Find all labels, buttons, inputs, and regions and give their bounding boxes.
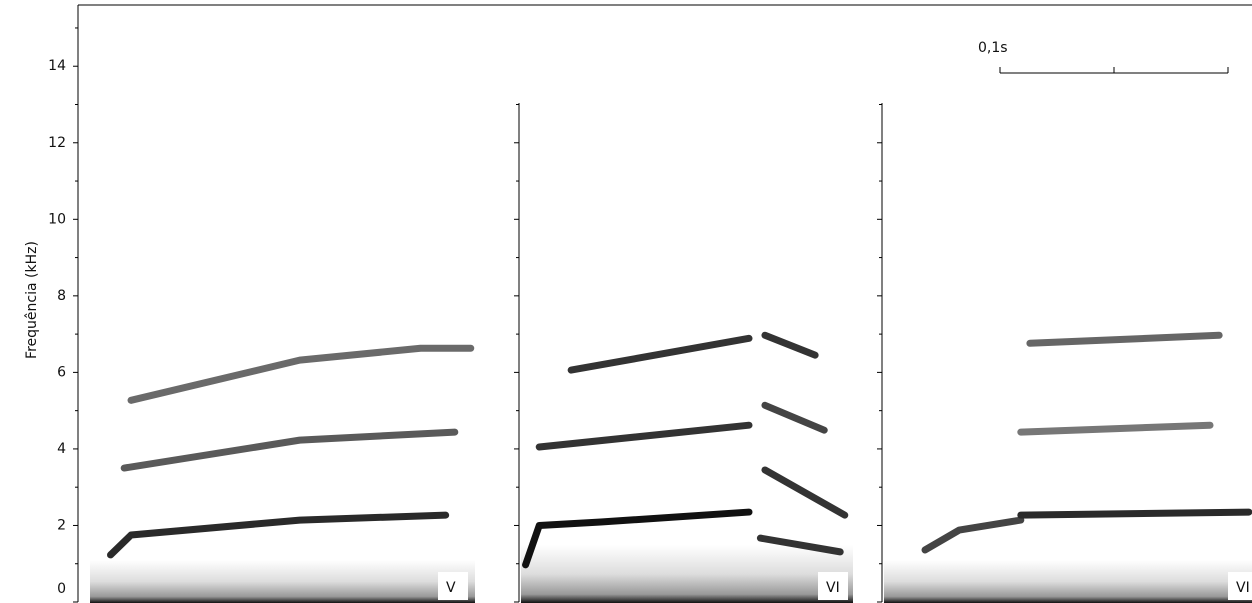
y-tick-label: 14 (48, 58, 66, 74)
harmonic (127, 344, 475, 404)
harmonic (921, 516, 1025, 554)
panel-label-box (818, 572, 848, 600)
harmonic (1017, 508, 1252, 519)
harmonic (120, 428, 459, 472)
panel-label: V (446, 580, 456, 596)
noise (884, 560, 1252, 603)
y-tick-label: 4 (57, 441, 66, 457)
y-tick-label: 8 (57, 288, 66, 304)
scale-bar-label: 0,1s (978, 40, 1008, 56)
noise (90, 560, 475, 603)
harmonic (522, 508, 753, 569)
y-tick-label: 6 (57, 364, 66, 380)
y-tick-label: 12 (48, 135, 66, 151)
y-tick-label: 10 (48, 211, 66, 227)
harmonic (107, 511, 450, 559)
y-tick-label: 2 (57, 517, 66, 533)
panel-label: VI (1236, 580, 1250, 596)
harmonic (567, 334, 753, 374)
y-tick-label: 0 (57, 581, 66, 597)
harmonic (761, 331, 819, 359)
y-axis-label: Frequência (kHz) (24, 241, 40, 359)
harmonic (761, 401, 828, 434)
panel-label-box (1228, 572, 1252, 600)
noise (521, 545, 853, 603)
panel-label-box (438, 572, 468, 600)
panel-label: VI (826, 580, 840, 596)
harmonic (1017, 421, 1214, 436)
harmonic (535, 421, 753, 451)
harmonic (756, 534, 844, 556)
harmonic (1026, 331, 1223, 347)
harmonic (761, 466, 849, 519)
